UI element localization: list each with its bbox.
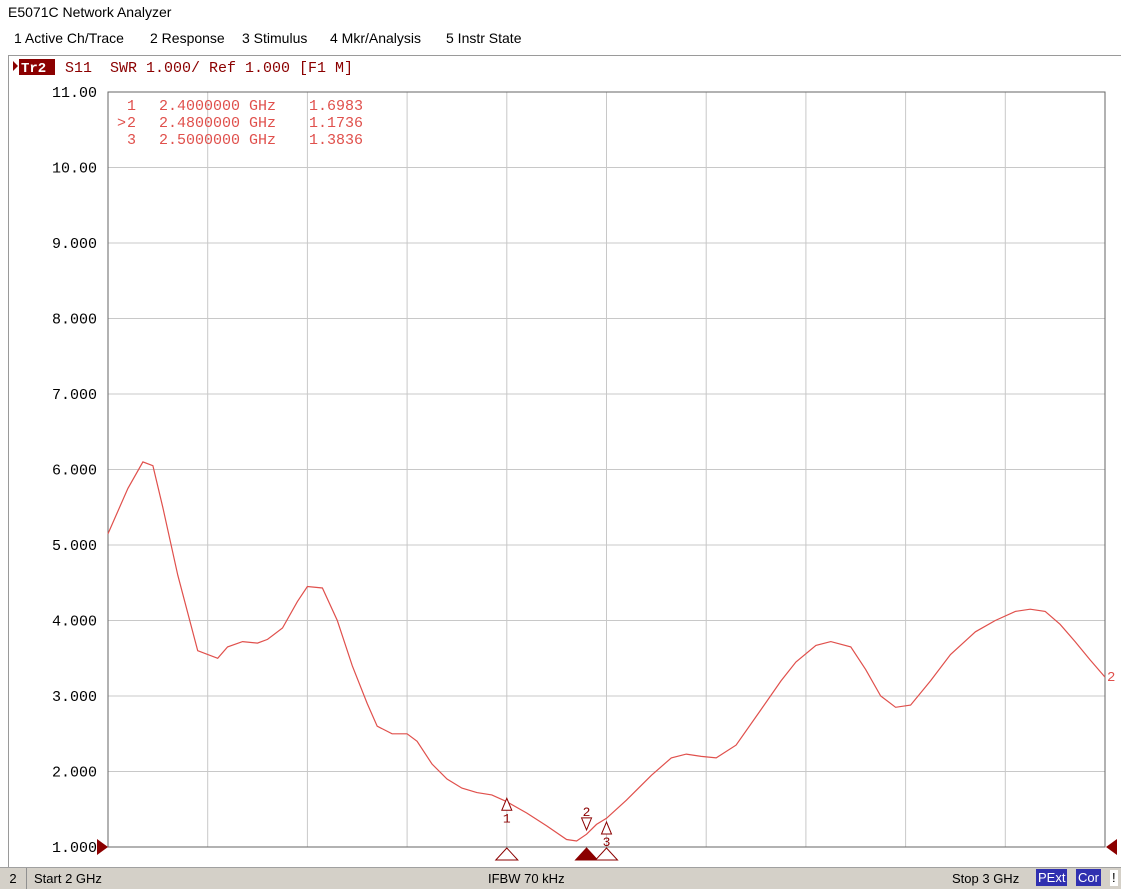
status-channel[interactable]: 2	[0, 868, 27, 889]
marker-1-label: 1	[503, 811, 511, 826]
marker-3-label: 3	[603, 835, 611, 850]
window-title: E5071C Network Analyzer	[8, 4, 172, 20]
menu-active-ch-trace[interactable]: 1 Active Ch/Trace	[14, 30, 124, 46]
marker-row-prefix: >	[117, 115, 126, 132]
marker-row-id: 3	[127, 132, 136, 149]
marker-row-id: 1	[127, 98, 136, 115]
marker-row-prefix	[117, 98, 126, 115]
chart-window: Tr2 S11 SWR 1.000/ Ref 1.000 [F1 M] 11.0…	[8, 55, 1121, 869]
marker-table: 1 2.4000000 GHz 1.6983 > 2 2.4800000 GHz…	[117, 98, 363, 149]
trace-header-text: S11 SWR 1.000/ Ref 1.000 [F1 M]	[65, 60, 353, 77]
active-trace-arrow-icon	[13, 61, 18, 71]
marker-row-value: 1.6983	[309, 98, 363, 115]
trace-line	[107, 461, 1106, 842]
menu-instr-state[interactable]: 5 Instr State	[446, 30, 522, 46]
y-tick-label: 7.000	[52, 387, 97, 404]
status-pext-badge[interactable]: PExt	[1036, 869, 1068, 886]
y-tick-label: 5.000	[52, 538, 97, 555]
trace-end-label: 2	[1107, 670, 1115, 686]
trace-tag-box[interactable]	[19, 59, 55, 75]
menu-response[interactable]: 2 Response	[150, 30, 225, 46]
status-ifbw: IFBW 70 kHz	[488, 871, 565, 886]
y-tick-label: 2.000	[52, 765, 97, 782]
y-tick-label: 11.00	[52, 85, 97, 102]
y-tick-label: 3.000	[52, 689, 97, 706]
marker-row-value: 1.1736	[309, 115, 363, 132]
plot-border	[107, 91, 1106, 848]
y-tick-label: 6.000	[52, 463, 97, 480]
marker-row-value: 1.3836	[309, 132, 363, 149]
marker-row-id: 2	[127, 115, 136, 132]
marker-2-axis-indicator[interactable]	[574, 847, 599, 861]
status-stop: Stop 3 GHz	[952, 871, 1020, 886]
status-cor-badge[interactable]: Cor	[1076, 869, 1101, 886]
ref-level-left-arrow-icon[interactable]	[97, 839, 108, 855]
marker-2-trace-triangle[interactable]	[580, 817, 593, 832]
marker-3-axis-indicator[interactable]	[594, 847, 619, 861]
menu-stimulus[interactable]: 3 Stimulus	[242, 30, 308, 46]
marker-row-freq: 2.5000000 GHz	[159, 132, 276, 149]
menu-mkr-analysis[interactable]: 4 Mkr/Analysis	[330, 30, 422, 46]
marker-2-label: 2	[583, 805, 591, 820]
marker-1-trace-triangle[interactable]	[501, 796, 513, 811]
y-tick-label: 9.000	[52, 236, 97, 253]
status-bar: 2 Start 2 GHz IFBW 70 kHz Stop 3 GHz PEx…	[0, 867, 1121, 889]
marker-row-freq: 2.4800000 GHz	[159, 115, 276, 132]
status-warning: !	[1110, 870, 1118, 886]
ref-level-right-arrow-icon[interactable]	[1106, 839, 1117, 855]
menu-bar: 1 Active Ch/Trace 2 Response 3 Stimulus …	[0, 30, 1121, 50]
marker-row-freq: 2.4000000 GHz	[159, 98, 276, 115]
marker-3-trace-triangle[interactable]	[600, 820, 613, 835]
trace-tag: Tr2	[21, 61, 46, 77]
markers: 1 23	[494, 796, 619, 861]
swr-chart: Tr2 S11 SWR 1.000/ Ref 1.000 [F1 M] 11.0…	[13, 59, 1117, 861]
grid	[108, 92, 1105, 847]
y-tick-label: 8.000	[52, 312, 97, 329]
y-tick-label: 10.00	[52, 161, 97, 178]
marker-1-axis-indicator[interactable]	[494, 847, 519, 861]
y-tick-label: 1.000	[52, 840, 97, 857]
marker-row-prefix	[117, 132, 126, 149]
status-start: Start 2 GHz	[34, 871, 102, 886]
y-tick-labels: 11.00 10.00 9.000 8.000 7.000 6.000 5.000 4.000…	[52, 85, 97, 857]
y-tick-label: 4.000	[52, 614, 97, 631]
